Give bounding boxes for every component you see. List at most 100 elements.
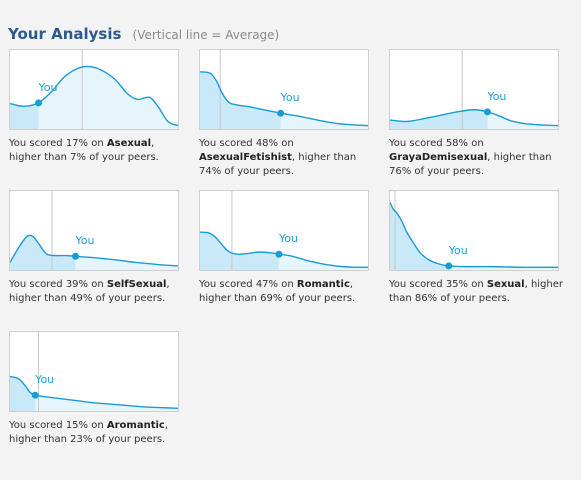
caption-comma: , <box>349 279 354 290</box>
higher-than-value: 74% <box>199 166 222 177</box>
caption-on: on <box>88 420 107 431</box>
caption-higher: higher than <box>199 293 261 304</box>
score-area <box>390 109 488 129</box>
you-label: You <box>35 373 55 387</box>
caption-higher: higher than <box>9 152 71 163</box>
caption-higher: higher than <box>389 279 564 304</box>
distribution-line <box>200 71 368 127</box>
chart-card-selfsexual: You You scored 39% on SelfSexual, higher … <box>9 190 179 306</box>
you-label: You <box>487 89 507 103</box>
category-name: Sexual <box>486 279 525 290</box>
score-value: 48% <box>255 138 279 149</box>
distribution-chart <box>10 50 178 129</box>
score-value: 17% <box>65 138 89 149</box>
chart-card-sexual: You You scored 35% on Sexual, higher than… <box>389 190 563 306</box>
caption-suffix: of your peers. <box>282 293 356 304</box>
score-caption: You scored 39% on SelfSexual, higher tha… <box>9 278 184 306</box>
score-area <box>10 235 76 270</box>
you-label: You <box>280 91 300 105</box>
chart-card-asexual: You You scored 17% on Asexual, higher tha… <box>9 49 179 165</box>
caption-prefix: You scored <box>9 420 66 431</box>
distribution-chart <box>200 191 368 270</box>
caption-prefix: You scored <box>389 138 446 149</box>
caption-on: on <box>278 279 297 290</box>
you-label: You <box>38 80 58 94</box>
score-caption: You scored 47% on Romantic, higher than … <box>199 278 374 306</box>
caption-suffix: of your peers. <box>92 434 166 445</box>
caption-prefix: You scored <box>9 138 66 149</box>
score-value: 47% <box>255 279 279 290</box>
distribution-line <box>10 234 178 267</box>
score-value: 35% <box>445 279 469 290</box>
distribution-area <box>10 66 178 129</box>
caption-on: on <box>278 138 294 149</box>
page-subtitle: (Vertical line = Average) <box>132 28 280 42</box>
score-marker <box>72 252 80 260</box>
higher-than-value: 7% <box>70 152 87 163</box>
distribution-plot: You <box>199 190 369 271</box>
caption-suffix: of your peers. <box>411 166 485 177</box>
caption-comma: , <box>164 420 169 431</box>
chart-card-grayademisexual: You You scored 58% on GrayaDemisexual, hi… <box>389 49 559 179</box>
score-area <box>200 232 279 270</box>
distribution-line <box>390 202 558 269</box>
distribution-line <box>10 375 178 410</box>
distribution-plot: You <box>199 49 369 130</box>
distribution-plot: You <box>9 49 179 130</box>
distribution-plot: You <box>9 190 179 271</box>
score-area <box>10 102 39 129</box>
distribution-plot: You <box>389 49 559 130</box>
caption-comma: , <box>151 138 155 149</box>
distribution-chart <box>10 191 178 270</box>
distribution-plot: You <box>9 331 179 412</box>
distribution-line <box>200 231 368 269</box>
higher-than-value: 23% <box>70 434 93 445</box>
caption-higher: higher than <box>9 434 71 445</box>
caption-prefix: You scored <box>199 279 256 290</box>
distribution-chart <box>10 332 178 411</box>
caption-higher: higher than <box>493 152 552 163</box>
category-name: Romantic <box>296 279 350 290</box>
caption-suffix: of your peers. <box>86 152 159 163</box>
category-name: GrayaDemisexual <box>389 152 488 163</box>
caption-higher: higher than <box>298 152 357 163</box>
caption-on: on <box>468 279 487 290</box>
score-caption: You scored 48% on AsexualFetishist, high… <box>199 137 374 179</box>
analysis-header: Your Analysis (Vertical line = Average) <box>8 24 279 43</box>
higher-than-value: 49% <box>70 293 93 304</box>
category-name: AsexualFetishist <box>199 152 292 163</box>
category-name: Asexual <box>106 138 152 149</box>
caption-prefix: You scored <box>9 279 66 290</box>
caption-suffix: of your peers. <box>437 293 510 304</box>
distribution-chart <box>390 50 558 129</box>
higher-than-value: 86% <box>414 293 438 304</box>
caption-comma: , <box>291 152 299 163</box>
caption-on: on <box>88 279 107 290</box>
caption-on: on <box>88 138 107 149</box>
caption-suffix: of your peers. <box>221 166 295 177</box>
higher-than-value: 69% <box>260 293 283 304</box>
page-title: Your Analysis <box>8 25 122 43</box>
category-name: Aromantic <box>106 420 165 431</box>
distribution-line <box>390 109 558 127</box>
score-marker <box>275 250 283 258</box>
chart-card-romantic: You You scored 47% on Romantic, higher th… <box>199 190 369 306</box>
caption-prefix: You scored <box>199 138 256 149</box>
caption-prefix: You scored <box>389 279 446 290</box>
you-label: You <box>278 232 298 246</box>
category-name: SelfSexual <box>106 279 167 290</box>
distribution-chart <box>390 191 558 270</box>
caption-on: on <box>468 138 484 149</box>
score-area <box>10 376 36 411</box>
score-value: 15% <box>65 420 89 431</box>
score-marker <box>35 99 43 107</box>
distribution-area <box>10 376 178 411</box>
you-label: You <box>75 234 95 248</box>
caption-comma: , <box>166 279 170 290</box>
score-caption: You scored 15% on Aromantic, higher than… <box>9 419 184 447</box>
score-marker <box>483 108 491 116</box>
caption-higher: higher than <box>9 293 71 304</box>
caption-comma: , <box>487 152 494 163</box>
score-caption: You scored 35% on Sexual, higher than 86… <box>389 278 564 306</box>
distribution-plot: You <box>389 190 559 271</box>
